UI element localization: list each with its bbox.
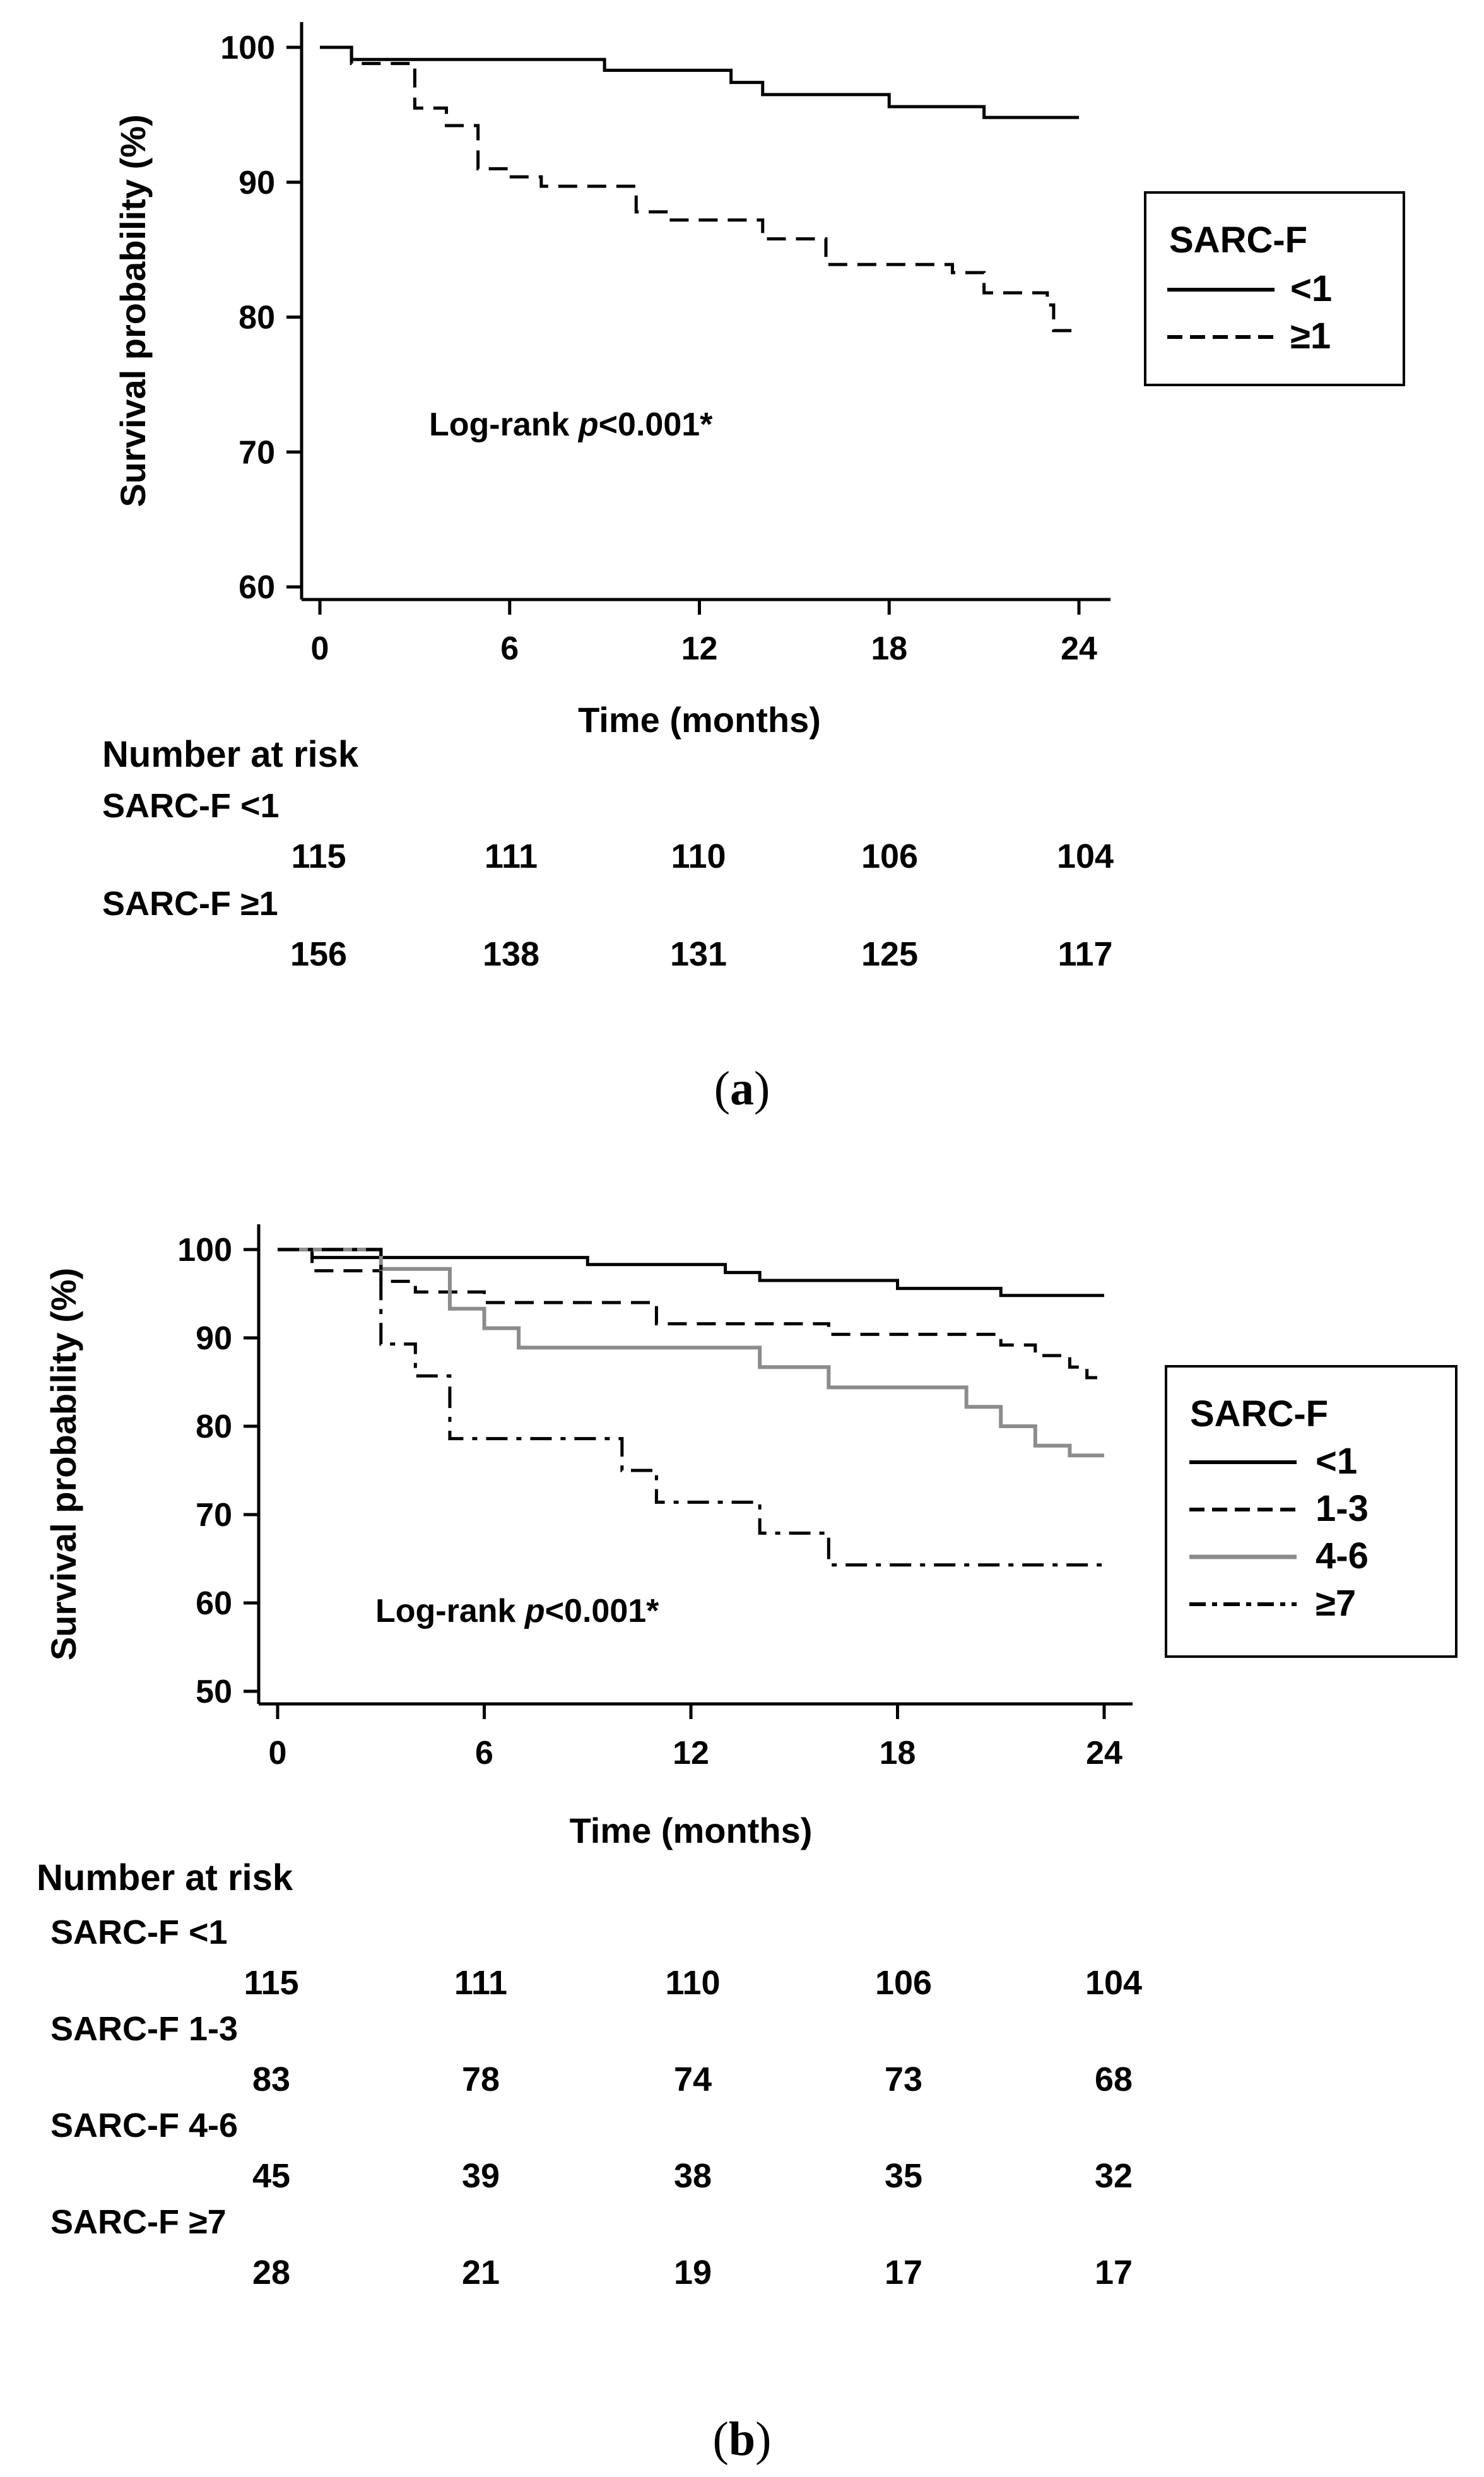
series-line-4 [278,1248,1104,1567]
y-axis-label: Survival probability (%) [44,1268,83,1660]
panel-a: 60 70 80 90 100 0 6 12 18 24 Time (months) Survival… [102,22,1405,1115]
risk-value: 78 [462,2060,500,2098]
risk-row-label: SARC-F <1 [50,1913,228,1951]
risk-value: 117 [1057,935,1112,973]
risk-value: 32 [1095,2157,1133,2195]
y-tick-label: 100 [177,1232,232,1268]
panel-caption: (b) [713,2413,772,2466]
x-tick-label: 24 [1061,630,1097,667]
logrank-p: p [577,406,599,443]
x-tick-label: 6 [475,1735,493,1771]
risk-value: 110 [665,1964,720,2002]
risk-value: 111 [454,1964,507,2002]
risk-value: 104 [1057,837,1114,875]
risk-row-label: SARC-F 1-3 [50,2010,238,2048]
y-tick-label: 60 [238,569,275,606]
caption-open: ( [713,2413,729,2466]
legend-label-2: 1-3 [1316,1488,1369,1529]
x-axis-label: Time (months) [570,1811,813,1850]
legend-title: SARC-F [1190,1393,1328,1434]
logrank-p: p [524,1593,545,1629]
caption-close: ) [755,2413,771,2466]
legend-label-1: <1 [1316,1441,1357,1482]
risk-value: 74 [674,2060,712,2098]
risk-value: 106 [861,837,918,875]
legend-label-4: ≥7 [1316,1583,1356,1624]
x-tick-label: 18 [871,630,907,667]
risk-value: 156 [290,935,347,973]
y-tick-label: 90 [196,1320,232,1357]
x-tick-label: 0 [311,630,329,667]
y-tick-label: 70 [196,1497,232,1534]
y-tick-label: 60 [196,1585,232,1622]
risk-value: 111 [485,837,538,875]
series-line-1 [278,1248,1104,1298]
legend-label-3: 4-6 [1316,1535,1369,1576]
x-tick-label: 12 [673,1735,709,1771]
risk-row-label: SARC-F ≥1 [102,885,278,923]
risk-value: 115 [244,1964,298,2002]
y-tick-label: 90 [238,165,275,201]
legend-label-1: <1 [1290,268,1332,309]
logrank-suffix: <0.001* [545,1593,659,1629]
logrank-prefix: Log-rank [429,406,579,443]
risk-value: 17 [1095,2254,1133,2291]
risk-value: 28 [252,2254,290,2291]
x-tick-label: 18 [880,1735,916,1771]
risk-table-title: Number at risk [102,734,359,775]
risk-value: 35 [885,2157,922,2195]
risk-value: 45 [252,2157,290,2195]
risk-value: 17 [885,2254,922,2291]
y-tick-label: 100 [220,30,275,66]
caption-open: ( [714,1062,730,1115]
caption-letter: b [729,2413,755,2466]
risk-value: 138 [483,935,539,973]
risk-value: 38 [674,2157,712,2195]
logrank-annotation: Log-rank p<0.001* [429,406,713,443]
risk-value: 115 [291,837,346,875]
risk-value: 21 [462,2254,500,2291]
logrank-annotation: Log-rank p<0.001* [375,1593,659,1629]
risk-value: 73 [885,2060,922,2098]
risk-row-label: SARC-F 4-6 [50,2107,238,2144]
caption-close: ) [754,1062,770,1115]
series-line-1 [320,45,1079,119]
logrank-suffix: <0.001* [599,406,713,443]
panel-b: 50 60 70 80 90 100 0 6 12 18 24 Time (months) Surviv… [37,1224,1458,2466]
x-tick-label: 24 [1086,1735,1122,1771]
x-axis-label: Time (months) [578,700,821,740]
x-tick-label: 0 [269,1735,287,1771]
caption-letter: a [730,1062,754,1115]
panel-caption: (a) [714,1062,770,1115]
risk-value: 125 [861,935,918,973]
series-line-2 [320,45,1079,333]
risk-value: 83 [252,2060,290,2098]
x-tick-label: 12 [681,630,718,667]
legend-title: SARC-F [1169,220,1307,261]
series-line-2 [278,1248,1104,1380]
risk-value: 104 [1085,1964,1142,2002]
risk-value: 68 [1095,2060,1133,2098]
series-line-3 [278,1248,1104,1458]
risk-row-label: SARC-F <1 [102,787,280,825]
risk-row-label: SARC-F ≥7 [50,2203,227,2241]
y-axis-label: Survival probability (%) [113,114,153,507]
x-tick-label: 6 [500,630,519,667]
risk-value: 131 [670,935,727,973]
risk-value: 39 [462,2157,500,2195]
risk-table-title: Number at risk [37,1857,293,1898]
risk-value: 19 [674,2254,712,2291]
risk-value: 110 [671,837,726,875]
y-tick-label: 50 [196,1674,232,1710]
y-tick-label: 80 [196,1409,232,1445]
legend-label-2: ≥1 [1290,316,1331,357]
y-tick-label: 70 [238,434,275,471]
logrank-prefix: Log-rank [375,1593,525,1629]
y-tick-label: 80 [238,300,275,336]
risk-value: 106 [875,1964,932,2002]
